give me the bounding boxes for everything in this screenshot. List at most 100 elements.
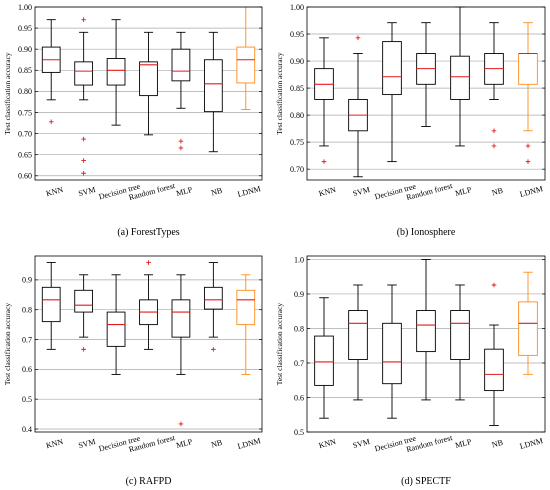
- x-category-label: LDNM: [237, 436, 262, 451]
- box-decision-tree: [106, 274, 126, 375]
- y-tick-label: 0.5: [22, 395, 32, 404]
- x-category-label: MLP: [175, 437, 194, 450]
- box-iqr: [106, 311, 126, 347]
- box-decision-tree: [382, 284, 402, 419]
- box-ldnm: [518, 271, 538, 375]
- outlier-point: [355, 35, 361, 41]
- panel-caption: (c) RAFPD: [126, 476, 172, 487]
- y-tick-label: 1.00: [18, 3, 32, 12]
- box-iqr: [74, 289, 94, 313]
- y-tick-label: 0.4: [22, 425, 32, 434]
- x-category-label: LDNM: [519, 184, 544, 199]
- outlier-point: [178, 138, 184, 144]
- y-tick-label: 0.5: [294, 428, 304, 437]
- y-tick-label: 0.9: [22, 276, 32, 285]
- box-iqr: [450, 310, 470, 360]
- y-tick-label: 0.85: [290, 84, 304, 93]
- outlier-point: [491, 282, 497, 288]
- x-category-label: SVM: [77, 437, 96, 450]
- plot-frame: [306, 255, 546, 433]
- y-tick-label: 0.90: [18, 45, 32, 54]
- y-tick-label: 0.75: [18, 108, 32, 117]
- y-tick-label: 0.6: [294, 393, 304, 402]
- panel-caption: (b) Ionosphere: [397, 227, 456, 238]
- box-iqr: [74, 61, 94, 86]
- box-svm: [348, 35, 368, 178]
- box-iqr: [382, 322, 402, 385]
- box-iqr: [236, 46, 256, 84]
- y-tick-label: 0.75: [290, 138, 304, 147]
- box-mlp: [171, 274, 191, 427]
- box-nb: [484, 282, 504, 426]
- y-tick-label: 0.6: [22, 365, 32, 374]
- box-knn: [314, 37, 334, 164]
- box-nb: [203, 31, 223, 153]
- box-svm: [74, 17, 94, 176]
- outlier-point: [146, 260, 151, 265]
- panel-caption: (d) SPECTF: [401, 476, 451, 487]
- x-category-label: LDNM: [519, 436, 544, 451]
- box-iqr: [450, 55, 470, 100]
- box-nb: [484, 22, 504, 149]
- y-axis-label: Test classification accuracy: [275, 303, 284, 386]
- box-random-forest: [416, 22, 436, 127]
- x-category-label: MLP: [175, 185, 194, 198]
- box-knn: [41, 19, 61, 125]
- box-knn: [314, 297, 334, 419]
- outlier-point: [211, 347, 216, 352]
- y-tick-label: 0.70: [290, 165, 304, 174]
- box-mlp: [450, 284, 470, 401]
- outlier-point: [491, 128, 497, 134]
- x-category-label: MLP: [454, 185, 473, 198]
- x-category-label: SVM: [352, 437, 371, 450]
- y-tick-label: 0.8: [22, 305, 32, 314]
- box-nb: [203, 262, 223, 352]
- outlier-point: [48, 119, 54, 125]
- y-tick-label: 0.70: [18, 129, 32, 138]
- box-iqr: [203, 59, 223, 113]
- y-tick-label: 0.80: [18, 87, 32, 96]
- outlier-point: [491, 143, 497, 149]
- x-category-label: NB: [210, 438, 223, 450]
- x-category-label: LDNM: [237, 184, 262, 199]
- outlier-point: [81, 170, 86, 176]
- box-ldnm: [236, 274, 256, 375]
- y-tick-label: 0.95: [18, 24, 32, 33]
- box-mlp: [171, 31, 191, 151]
- box-iqr: [171, 48, 191, 82]
- x-category-label: KNN: [45, 437, 64, 450]
- outlier-point: [81, 17, 86, 22]
- box-iqr: [139, 61, 158, 97]
- x-category-label: NB: [210, 186, 223, 198]
- x-category-label: KNN: [318, 437, 337, 450]
- box-iqr: [171, 299, 191, 338]
- plot-frame: [34, 255, 263, 433]
- box-ldnm: [236, 6, 256, 110]
- y-tick-label: 1.00: [290, 3, 304, 12]
- box-random-forest: [416, 259, 436, 401]
- outlier-point: [525, 143, 531, 149]
- box-mlp: [450, 6, 470, 147]
- y-tick-label: 0.8: [294, 324, 304, 333]
- outlier-point: [81, 136, 86, 142]
- outlier-point: [525, 159, 531, 164]
- x-category-label: NB: [491, 438, 504, 450]
- box-ldnm: [518, 22, 538, 164]
- chart-panel-1: 0.60 0.65 0.70 0.75 0.80 0.85 0.90 0.95 1.00 KNN S…: [3, 3, 263, 238]
- box-iqr: [314, 335, 334, 386]
- box-iqr: [518, 53, 538, 85]
- box-iqr: [382, 41, 402, 96]
- x-category-label: NB: [491, 186, 504, 198]
- y-tick-label: 0.80: [290, 111, 304, 120]
- box-iqr: [203, 286, 223, 310]
- outlier-point: [321, 159, 327, 164]
- x-category-label: SVM: [77, 185, 96, 198]
- y-tick-label: 0.95: [290, 30, 304, 39]
- x-category-label: KNN: [318, 185, 337, 198]
- y-tick-label: 0.7: [22, 335, 32, 344]
- outlier-point: [81, 158, 86, 163]
- box-knn: [41, 262, 61, 350]
